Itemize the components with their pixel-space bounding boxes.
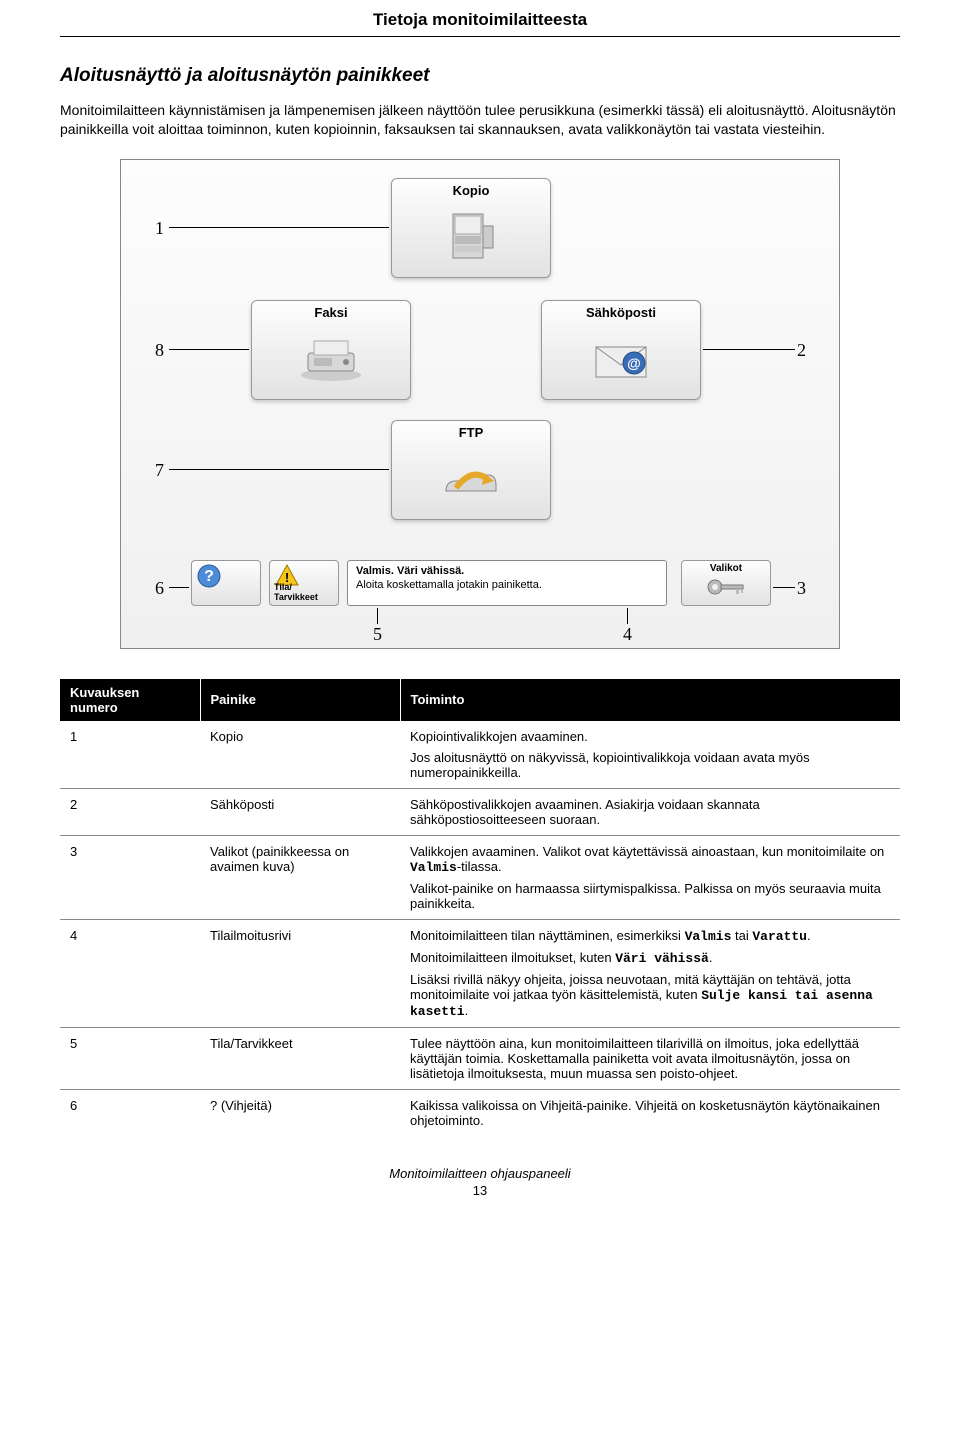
cell-button: Tilailmoitusrivi xyxy=(200,919,400,1027)
home-screen-diagram: Kopio Faksi Sähköposti @ FTP ? ! Tila/ T… xyxy=(120,159,840,649)
callout-2: 2 xyxy=(797,340,806,361)
callout-4: 4 xyxy=(623,624,632,645)
cell-number: 4 xyxy=(60,919,200,1027)
cell-function: Kopiointivalikkojen avaaminen.Jos aloitu… xyxy=(400,721,900,789)
cell-button: Tila/Tarvikkeet xyxy=(200,1027,400,1089)
key-icon xyxy=(706,576,746,598)
help-button[interactable]: ? xyxy=(191,560,261,606)
status-line-2: Aloita koskettamalla jotakin painiketta. xyxy=(356,579,658,591)
cell-number: 3 xyxy=(60,835,200,919)
section-title: Aloitusnäyttö ja aloitusnäytön painikkee… xyxy=(60,65,900,87)
table-row: 5Tila/TarvikkeetTulee näyttöön aina, kun… xyxy=(60,1027,900,1089)
cell-function: Tulee näyttöön aina, kun monitoimilaitte… xyxy=(400,1027,900,1089)
cell-number: 5 xyxy=(60,1027,200,1089)
cell-function: Valikkojen avaaminen. Valikot ovat käyte… xyxy=(400,835,900,919)
ftp-icon xyxy=(402,445,540,511)
cell-button: Sähköposti xyxy=(200,788,400,835)
table-row: 1KopioKopiointivalikkojen avaaminen.Jos … xyxy=(60,721,900,789)
svg-text:@: @ xyxy=(627,355,641,371)
copy-button[interactable]: Kopio xyxy=(391,178,551,278)
status-supplies-button[interactable]: ! Tila/ Tarvikkeet xyxy=(269,560,339,606)
ftp-button[interactable]: FTP xyxy=(391,420,551,520)
email-icon: @ xyxy=(552,325,690,391)
printer-icon xyxy=(402,203,540,269)
fax-label: Faksi xyxy=(252,305,410,320)
callout-8: 8 xyxy=(155,340,164,361)
intro-paragraph: Monitoimilaitteen käynnistämisen ja lämp… xyxy=(60,101,900,139)
cell-button: Valikot (painikkeessa on avaimen kuva) xyxy=(200,835,400,919)
cell-button: ? (Vihjeitä) xyxy=(200,1089,400,1136)
menus-button[interactable]: Valikot xyxy=(681,560,771,606)
callout-6: 6 xyxy=(155,578,164,599)
copy-label: Kopio xyxy=(392,183,550,198)
page-header-title: Tietoja monitoimilaitteesta xyxy=(60,0,900,36)
callout-5: 5 xyxy=(373,624,382,645)
page-number: 13 xyxy=(60,1183,900,1198)
callout-7: 7 xyxy=(155,460,164,481)
th-function: Toiminto xyxy=(400,679,900,721)
table-row: 2SähköpostiSähköpostivalikkojen avaamine… xyxy=(60,788,900,835)
table-row: 6? (Vihjeitä)Kaikissa valikoissa on Vihj… xyxy=(60,1089,900,1136)
cell-number: 2 xyxy=(60,788,200,835)
cell-button: Kopio xyxy=(200,721,400,789)
ftp-label: FTP xyxy=(392,425,550,440)
th-button: Painike xyxy=(200,679,400,721)
table-row: 3Valikot (painikkeessa on avaimen kuva)V… xyxy=(60,835,900,919)
status-supplies-label: Tila/ Tarvikkeet xyxy=(274,583,336,603)
cell-number: 1 xyxy=(60,721,200,789)
status-line-1: Valmis. Väri vähissä. xyxy=(356,565,658,577)
description-table: Kuvauksen numero Painike Toiminto 1Kopio… xyxy=(60,679,900,1136)
email-label: Sähköposti xyxy=(542,305,700,320)
cell-function: Monitoimilaitteen tilan näyttäminen, esi… xyxy=(400,919,900,1027)
menus-label: Valikot xyxy=(682,563,770,574)
email-button[interactable]: Sähköposti @ xyxy=(541,300,701,400)
callout-3: 3 xyxy=(797,578,806,599)
cell-number: 6 xyxy=(60,1089,200,1136)
status-bar: Valmis. Väri vähissä. Aloita koskettamal… xyxy=(347,560,667,606)
th-number: Kuvauksen numero xyxy=(60,679,200,721)
fax-button[interactable]: Faksi xyxy=(251,300,411,400)
footer-text: Monitoimilaitteen ohjauspaneeli xyxy=(60,1166,900,1181)
fax-icon xyxy=(262,325,400,391)
cell-function: Kaikissa valikoissa on Vihjeitä-painike.… xyxy=(400,1089,900,1136)
table-row: 4TilailmoitusriviMonitoimilaitteen tilan… xyxy=(60,919,900,1027)
cell-function: Sähköpostivalikkojen avaaminen. Asiakirj… xyxy=(400,788,900,835)
callout-1: 1 xyxy=(155,218,164,239)
header-rule xyxy=(60,36,900,37)
question-icon: ? xyxy=(196,563,222,589)
svg-text:?: ? xyxy=(204,568,214,585)
